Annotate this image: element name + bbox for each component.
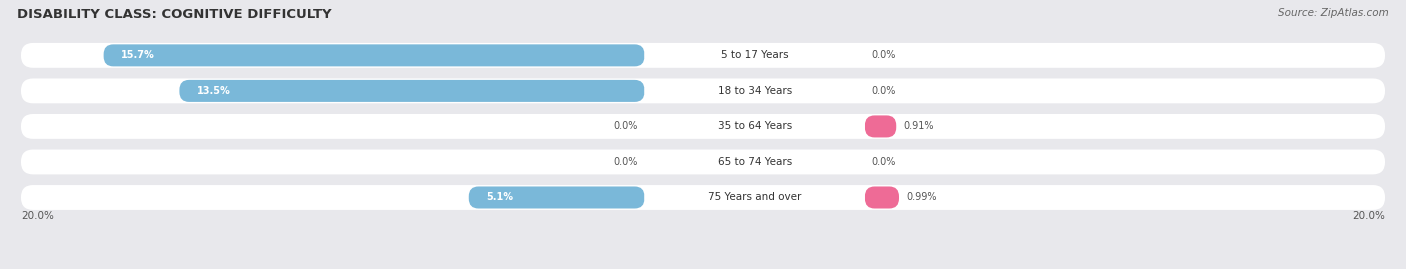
FancyBboxPatch shape	[865, 186, 898, 208]
Text: 15.7%: 15.7%	[121, 50, 155, 60]
Text: 0.0%: 0.0%	[613, 121, 637, 132]
FancyBboxPatch shape	[644, 80, 865, 102]
Text: DISABILITY CLASS: COGNITIVE DIFFICULTY: DISABILITY CLASS: COGNITIVE DIFFICULTY	[17, 8, 332, 21]
Text: 18 to 34 Years: 18 to 34 Years	[717, 86, 792, 96]
FancyBboxPatch shape	[21, 150, 1385, 174]
FancyBboxPatch shape	[21, 114, 1385, 139]
FancyBboxPatch shape	[644, 115, 865, 137]
FancyBboxPatch shape	[104, 44, 644, 66]
Legend: Male, Female: Male, Female	[647, 268, 759, 269]
Text: 0.91%: 0.91%	[903, 121, 934, 132]
Text: 0.0%: 0.0%	[872, 157, 896, 167]
FancyBboxPatch shape	[468, 186, 644, 208]
Text: 13.5%: 13.5%	[197, 86, 231, 96]
Text: 5.1%: 5.1%	[486, 193, 513, 203]
Text: 75 Years and over: 75 Years and over	[709, 193, 801, 203]
FancyBboxPatch shape	[865, 115, 896, 137]
Text: 20.0%: 20.0%	[1353, 211, 1385, 221]
FancyBboxPatch shape	[644, 44, 865, 66]
Text: Source: ZipAtlas.com: Source: ZipAtlas.com	[1278, 8, 1389, 18]
Text: 65 to 74 Years: 65 to 74 Years	[717, 157, 792, 167]
Text: 0.99%: 0.99%	[905, 193, 936, 203]
FancyBboxPatch shape	[21, 43, 1385, 68]
FancyBboxPatch shape	[180, 80, 644, 102]
FancyBboxPatch shape	[644, 151, 865, 173]
Text: 20.0%: 20.0%	[21, 211, 53, 221]
Text: 35 to 64 Years: 35 to 64 Years	[717, 121, 792, 132]
FancyBboxPatch shape	[21, 185, 1385, 210]
Text: 5 to 17 Years: 5 to 17 Years	[721, 50, 789, 60]
Text: 0.0%: 0.0%	[872, 50, 896, 60]
FancyBboxPatch shape	[644, 186, 865, 208]
FancyBboxPatch shape	[21, 79, 1385, 103]
Text: 0.0%: 0.0%	[872, 86, 896, 96]
Text: 0.0%: 0.0%	[613, 157, 637, 167]
